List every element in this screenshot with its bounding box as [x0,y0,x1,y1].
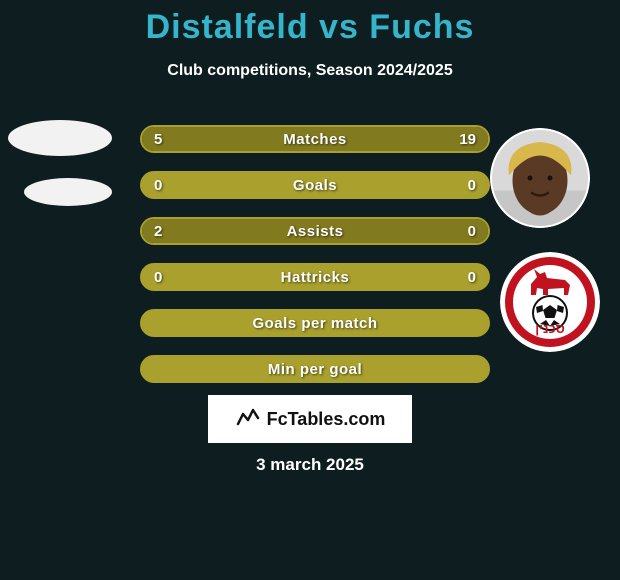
stat-value-left: 5 [154,127,162,151]
stat-value-left: 0 [154,173,162,197]
player-left-avatar [6,118,114,158]
svg-text:סכנין: סכנין [535,321,565,336]
page-title: Distalfeld vs Fuchs [0,8,620,47]
stat-row: Goals per match [140,309,490,337]
brand-logo-icon [235,404,261,435]
page-subtitle: Club competitions, Season 2024/2025 [0,62,620,80]
stat-value-left: 0 [154,265,162,289]
club-left-badge [22,176,114,208]
stat-row: Goals0 0 [140,171,490,199]
stat-value-right: 19 [459,127,476,151]
subtitle-text: Club competitions, Season 2024/2025 [167,62,452,79]
club-right-badge: סכנין [500,252,600,352]
stat-bars: Matches519Goals00Assists20Hattricks00Goa… [140,125,490,401]
stat-row: Matches5 19 [140,125,490,153]
stat-label: Goals [142,173,488,197]
stat-label: Matches [142,127,488,151]
date-text: 3 march 2025 [256,455,364,474]
stat-value-right: 0 [468,173,476,197]
brand-box[interactable]: FcTables.com [208,395,412,443]
stat-label: Assists [142,219,488,243]
title-text: Distalfeld vs Fuchs [146,8,475,46]
brand-text: FcTables.com [267,409,386,430]
stat-value-right: 0 [468,265,476,289]
player-right-avatar [490,128,590,228]
stat-value-left: 2 [154,219,162,243]
footer-date: 3 march 2025 [0,455,620,475]
stat-label: Min per goal [142,357,488,381]
stat-row: Min per goal [140,355,490,383]
stat-row: Hattricks0 0 [140,263,490,291]
stat-label: Hattricks [142,265,488,289]
stat-value-right: 0 [468,219,476,243]
stat-row: Assists2 0 [140,217,490,245]
stat-label: Goals per match [142,311,488,335]
